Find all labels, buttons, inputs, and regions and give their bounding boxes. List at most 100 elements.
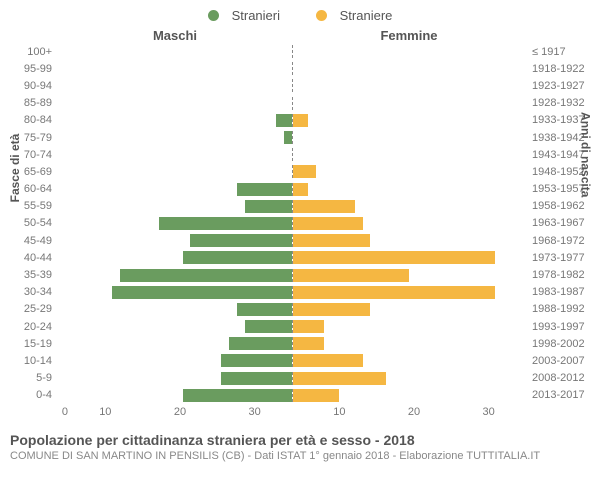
- bar-female: [293, 372, 386, 385]
- bar-female: [293, 234, 371, 247]
- age-band-label: 45-49: [10, 235, 58, 247]
- age-band-label: 80-84: [10, 114, 58, 126]
- age-band-label: 35-39: [10, 269, 58, 281]
- y-axis-label-left: Fasce di età: [8, 134, 22, 203]
- x-tick: 20: [143, 406, 218, 420]
- age-band-label: 90-94: [10, 80, 58, 92]
- pyramid-row: 60-641953-1957: [10, 181, 590, 198]
- age-band-label: 25-29: [10, 303, 58, 315]
- birth-year-label: 1978-1982: [526, 269, 590, 281]
- birth-year-label: 1918-1922: [526, 63, 590, 75]
- x-tick: 30: [217, 406, 292, 420]
- pyramid-row: 75-791938-1942: [10, 129, 590, 146]
- column-headers: Maschi Femmine: [10, 28, 590, 43]
- age-band-label: 50-54: [10, 217, 58, 229]
- pyramid-row: 40-44 1973-1977: [10, 249, 590, 266]
- x-tick: 30: [451, 406, 526, 420]
- bar-female: [293, 320, 324, 333]
- pyramid-row: 70-741943-1947: [10, 146, 590, 163]
- pyramid-row: 45-49 1968-1972: [10, 232, 590, 249]
- x-tick: 0: [58, 406, 68, 420]
- chart-footer: Popolazione per cittadinanza straniera p…: [10, 432, 590, 462]
- birth-year-label: 1993-1997: [526, 321, 590, 333]
- bar-male: [190, 234, 291, 247]
- population-pyramid-chart: Stranieri Straniere Maschi Femmine Fasce…: [0, 0, 600, 500]
- birth-year-label: 1973-1977: [526, 252, 590, 264]
- birth-year-label: 1998-2002: [526, 338, 590, 350]
- legend-swatch-female: [316, 10, 327, 21]
- bar-female: [293, 165, 316, 178]
- pyramid-row: 5-9 2008-2012: [10, 370, 590, 387]
- birth-year-label: 2003-2007: [526, 355, 590, 367]
- bar-male: [229, 337, 291, 350]
- pyramid-row: 80-841933-1937: [10, 112, 590, 129]
- pyramid-row: 50-54 1963-1967: [10, 215, 590, 232]
- bar-female: [293, 200, 355, 213]
- bar-female: [293, 217, 363, 230]
- pyramid-row: 100+ ≤ 1917: [10, 43, 590, 60]
- legend-item-male: Stranieri: [200, 8, 288, 23]
- x-tick: [292, 406, 302, 420]
- birth-year-label: 1928-1932: [526, 97, 590, 109]
- bar-female: [293, 286, 495, 299]
- x-tick: 10: [68, 406, 143, 420]
- pyramid-row: 20-24 1993-1997: [10, 318, 590, 335]
- age-band-label: 30-34: [10, 286, 58, 298]
- bar-male: [120, 269, 291, 282]
- pyramid-row: 85-891928-1932: [10, 95, 590, 112]
- x-axis: 3020100 102030: [10, 406, 590, 420]
- age-band-label: 15-19: [10, 338, 58, 350]
- age-band-label: 100+: [10, 46, 58, 58]
- bar-male: [245, 200, 292, 213]
- birth-year-label: 1963-1967: [526, 217, 590, 229]
- birth-year-label: 1958-1962: [526, 200, 590, 212]
- birth-year-label: 2008-2012: [526, 372, 590, 384]
- age-band-label: 40-44: [10, 252, 58, 264]
- x-tick: 10: [302, 406, 377, 420]
- bar-male: [221, 372, 291, 385]
- birth-year-label: ≤ 1917: [526, 46, 590, 58]
- bar-female: [293, 251, 495, 264]
- age-band-label: 0-4: [10, 389, 58, 401]
- bar-female: [293, 389, 340, 402]
- pyramid-row: 15-19 1998-2002: [10, 335, 590, 352]
- birth-year-label: 1968-1972: [526, 235, 590, 247]
- bar-male: [245, 320, 292, 333]
- bar-male: [112, 286, 291, 299]
- pyramid-row: 65-691948-1952: [10, 163, 590, 180]
- bar-male: [237, 183, 291, 196]
- pyramid-row: 90-94 1923-1927: [10, 77, 590, 94]
- chart-title: Popolazione per cittadinanza straniera p…: [10, 432, 590, 448]
- pyramid-row: 25-29 1988-1992: [10, 301, 590, 318]
- legend: Stranieri Straniere: [10, 8, 590, 24]
- age-band-label: 95-99: [10, 63, 58, 75]
- age-band-label: 10-14: [10, 355, 58, 367]
- chart-subtitle: COMUNE DI SAN MARTINO IN PENSILIS (CB) -…: [10, 450, 590, 462]
- bar-male: [183, 389, 292, 402]
- birth-year-label: 1923-1927: [526, 80, 590, 92]
- pyramid-row: 0-4 2013-2017: [10, 387, 590, 404]
- pyramid-row: 10-14 2003-2007: [10, 352, 590, 369]
- age-band-label: 5-9: [10, 372, 58, 384]
- pyramid-row: 35-39 1978-1982: [10, 266, 590, 283]
- bar-male: [159, 217, 291, 230]
- pyramid-row: 95-99 1918-1922: [10, 60, 590, 77]
- bar-female: [293, 183, 309, 196]
- bar-female: [293, 337, 324, 350]
- bar-male: [276, 114, 292, 127]
- legend-label-male: Stranieri: [232, 8, 280, 23]
- bar-female: [293, 354, 363, 367]
- legend-swatch-male: [208, 10, 219, 21]
- bar-male: [183, 251, 292, 264]
- pyramid-row: 30-341983-1987: [10, 284, 590, 301]
- bar-male: [237, 303, 291, 316]
- bar-female: [293, 269, 410, 282]
- age-band-label: 20-24: [10, 321, 58, 333]
- birth-year-label: 2013-2017: [526, 389, 590, 401]
- birth-year-label: 1988-1992: [526, 303, 590, 315]
- plot-area: Fasce di età Anni di nascita 100+ ≤ 1917 9…: [10, 43, 590, 404]
- y-axis-label-right: Anni di nascita: [578, 113, 592, 198]
- header-male: Maschi: [58, 28, 292, 43]
- bar-female: [293, 114, 309, 127]
- bar-female: [293, 303, 371, 316]
